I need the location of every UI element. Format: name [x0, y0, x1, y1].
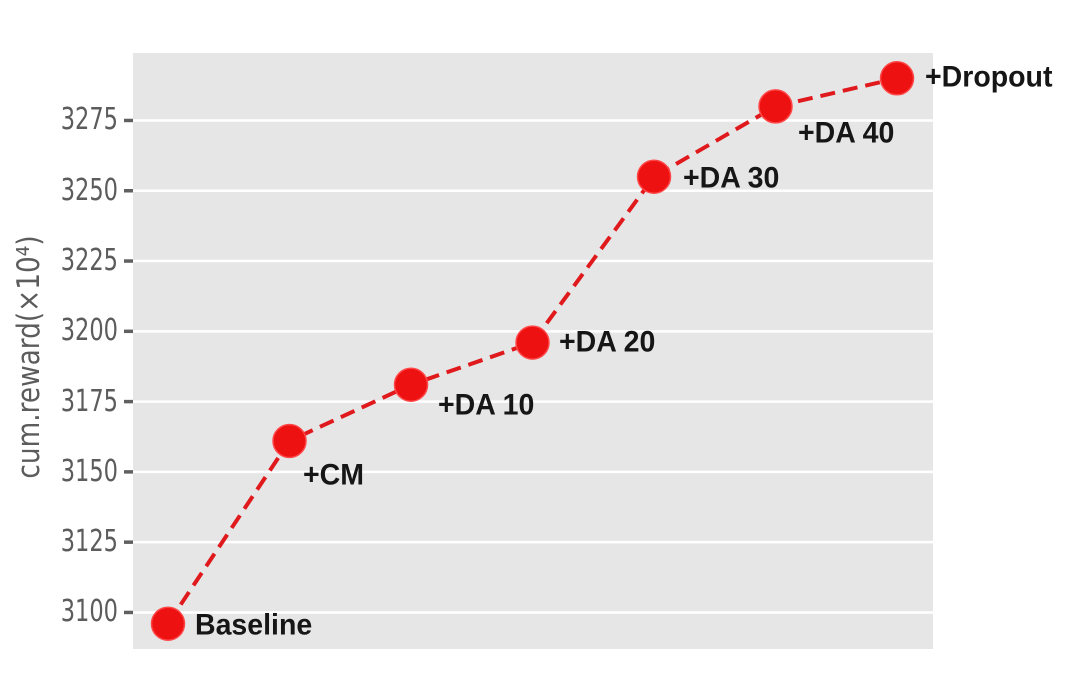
- data-point: [272, 423, 307, 459]
- y-tick-label: 3200: [60, 313, 118, 349]
- data-point: [393, 367, 429, 402]
- data-point: [515, 325, 550, 360]
- data-point: [879, 61, 915, 96]
- point-label: +CM: [302, 458, 364, 492]
- y-tick-label: 3100: [60, 594, 118, 630]
- y-tick-label: 3250: [60, 172, 118, 208]
- point-label: +DA 10: [438, 388, 535, 422]
- y-tick-label: 3175: [60, 383, 118, 419]
- data-point: [758, 89, 793, 124]
- y-tick-label: 3150: [60, 453, 118, 489]
- point-label: +Dropout: [925, 60, 1053, 94]
- point-label: Baseline: [194, 608, 313, 642]
- y-tick-label: 3125: [60, 524, 118, 560]
- point-label: +DA 20: [558, 325, 655, 359]
- data-point: [636, 159, 672, 194]
- y-tick-label: 3225: [60, 243, 118, 279]
- data-point: [150, 606, 186, 641]
- point-label: +DA 40: [797, 116, 894, 150]
- y-tick-label: 3275: [60, 102, 118, 138]
- point-label: +DA 30: [683, 161, 780, 195]
